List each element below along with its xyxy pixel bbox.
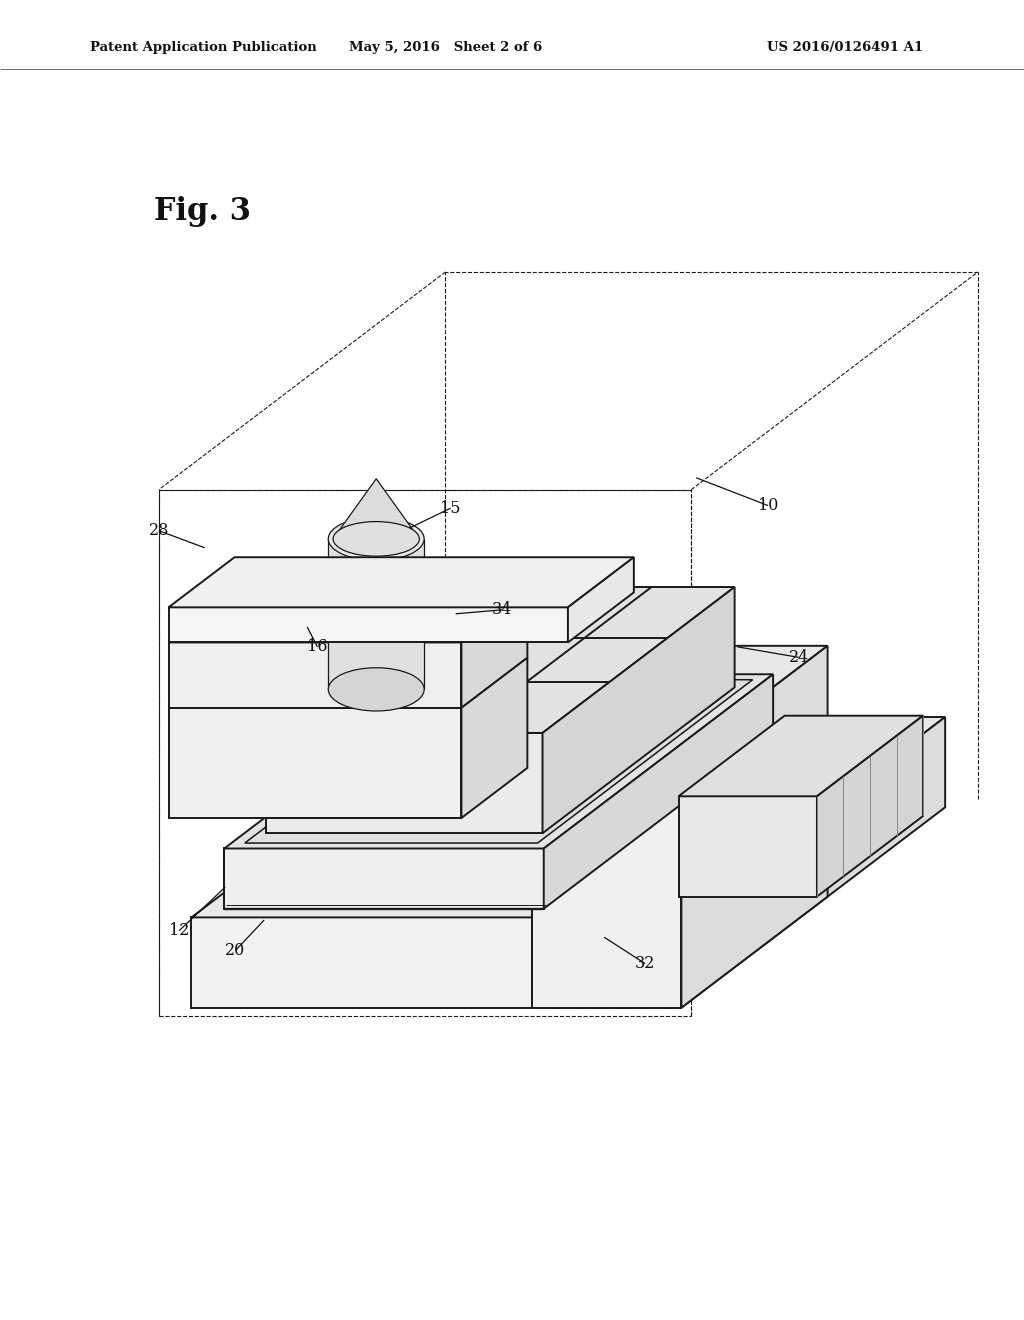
Ellipse shape <box>329 668 424 711</box>
Polygon shape <box>265 733 543 833</box>
Text: 24: 24 <box>788 649 809 665</box>
Polygon shape <box>532 756 681 1007</box>
Text: 10: 10 <box>758 498 778 513</box>
Text: 15: 15 <box>440 500 461 516</box>
Polygon shape <box>681 645 827 1007</box>
Polygon shape <box>169 657 527 708</box>
Polygon shape <box>191 917 681 1007</box>
Text: 20: 20 <box>225 942 246 958</box>
Polygon shape <box>169 607 568 643</box>
Polygon shape <box>224 675 773 849</box>
Polygon shape <box>169 557 634 607</box>
Polygon shape <box>679 715 923 796</box>
Polygon shape <box>329 539 424 689</box>
Polygon shape <box>191 717 945 917</box>
Polygon shape <box>462 657 527 818</box>
Text: 34: 34 <box>492 602 512 618</box>
Polygon shape <box>462 593 527 708</box>
Text: Fig. 3: Fig. 3 <box>154 195 251 227</box>
Text: 16: 16 <box>307 639 328 655</box>
Text: US 2016/0126491 A1: US 2016/0126491 A1 <box>767 41 923 54</box>
Polygon shape <box>544 675 773 908</box>
Polygon shape <box>532 645 827 756</box>
Polygon shape <box>568 557 634 643</box>
Text: Patent Application Publication: Patent Application Publication <box>90 41 316 54</box>
Text: May 5, 2016   Sheet 2 of 6: May 5, 2016 Sheet 2 of 6 <box>349 41 542 54</box>
Ellipse shape <box>333 521 420 556</box>
Polygon shape <box>543 587 734 833</box>
Polygon shape <box>681 717 945 1007</box>
Polygon shape <box>169 708 462 818</box>
Text: 28: 28 <box>148 523 169 539</box>
Text: 12: 12 <box>169 923 189 939</box>
Text: 32: 32 <box>635 956 655 972</box>
Ellipse shape <box>329 517 424 561</box>
Polygon shape <box>817 715 923 896</box>
Polygon shape <box>679 796 817 896</box>
Polygon shape <box>265 587 734 733</box>
Polygon shape <box>169 643 462 708</box>
Polygon shape <box>169 593 527 643</box>
Polygon shape <box>224 849 544 908</box>
Polygon shape <box>333 479 420 539</box>
Polygon shape <box>245 680 753 843</box>
